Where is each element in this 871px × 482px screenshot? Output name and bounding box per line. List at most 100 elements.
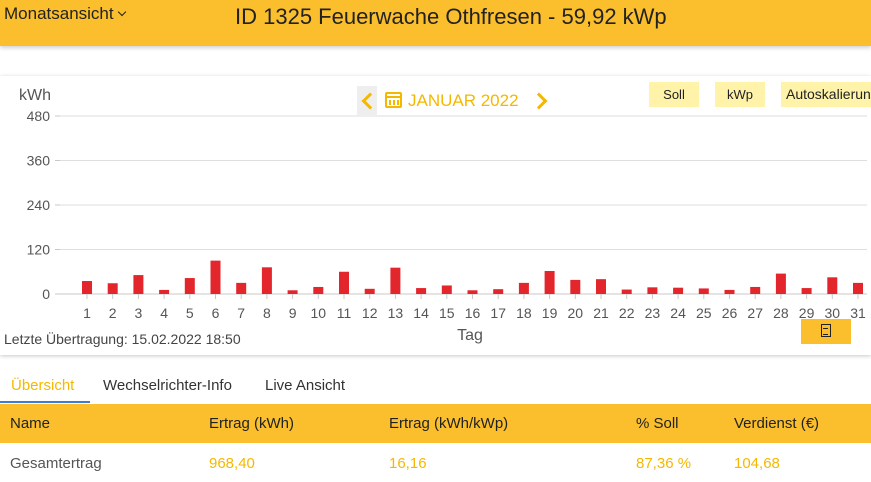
x-tick-label: 17	[490, 305, 506, 321]
x-tick-label: 1	[83, 305, 91, 321]
bar	[775, 273, 786, 294]
bar	[133, 275, 144, 294]
table-row: Gesamtertrag 968,40 16,16 87,36 % 104,68	[0, 443, 871, 482]
bar	[287, 290, 298, 294]
column-header: Ertrag (kWh)	[209, 415, 295, 432]
table-header: Name Ertrag (kWh) Ertrag (kWh/kWp) % Sol…	[0, 404, 871, 443]
top-bar: Monatsansicht ID 1325 Feuerwache Othfres…	[0, 0, 871, 46]
x-tick-label: 2	[109, 305, 117, 321]
month-label[interactable]: JANUAR 2022	[408, 91, 519, 110]
soll-button[interactable]: Soll	[649, 82, 699, 107]
autoscale-button[interactable]: Autoskalierung	[781, 82, 871, 107]
tab-overview[interactable]: Übersicht	[11, 377, 75, 394]
document-icon	[821, 324, 831, 337]
bar	[621, 289, 632, 294]
x-tick-label: 27	[747, 305, 763, 321]
x-tick-label: 29	[799, 305, 815, 321]
bar	[853, 282, 863, 294]
x-tick-label: 21	[593, 305, 609, 321]
x-tick-label: 13	[388, 305, 404, 321]
x-tick-label: 4	[160, 305, 168, 321]
bar	[210, 260, 221, 294]
bar	[467, 290, 478, 294]
last-transfer-status: Letzte Übertragung: 15.02.2022 18:50	[4, 331, 241, 347]
y-axis-label: kWh	[19, 87, 51, 104]
y-tick-label: 0	[42, 286, 50, 302]
table-cell: Gesamtertrag	[10, 455, 102, 472]
bar	[416, 288, 427, 294]
bar	[82, 281, 92, 294]
column-header: Verdienst (€)	[734, 415, 820, 432]
bar	[750, 286, 761, 294]
x-tick-label: 24	[670, 305, 686, 321]
bar	[596, 279, 606, 294]
table-cell: 968,40	[209, 455, 255, 472]
bar	[801, 288, 812, 294]
table-cell: 16,16	[389, 455, 427, 472]
bar	[236, 282, 247, 294]
x-tick-label: 9	[289, 305, 297, 321]
view-selector[interactable]: Monatsansicht	[4, 4, 126, 24]
bar	[390, 267, 401, 294]
bar	[364, 288, 375, 294]
export-button[interactable]	[801, 319, 851, 344]
x-tick-label: 20	[568, 305, 584, 321]
page-title: ID 1325 Feuerwache Othfresen - 59,92 kWp	[235, 4, 667, 29]
bar	[107, 283, 118, 294]
chart-card: 0 120 240 360 480 1 2 3 4 5 6 7 8 9 10 11 12 13 14 15 16 17 18…	[0, 76, 871, 355]
x-axis-label: Tag	[457, 327, 483, 344]
bar	[313, 286, 324, 294]
x-tick-label: 12	[362, 305, 378, 321]
column-header: % Soll	[636, 415, 679, 432]
calendar-icon[interactable]	[385, 92, 402, 108]
x-tick-label: 10	[311, 305, 327, 321]
chevron-left-icon[interactable]	[357, 86, 377, 116]
bar	[159, 289, 170, 294]
bar	[673, 287, 684, 294]
table-cell: 87,36 %	[636, 455, 692, 472]
x-tick-label: 25	[696, 305, 712, 321]
x-tick-label: 18	[516, 305, 532, 321]
x-tick-label: 19	[542, 305, 558, 321]
x-tick-label: 16	[465, 305, 481, 321]
x-tick-label: 14	[413, 305, 429, 321]
x-tick-label: 31	[850, 305, 866, 321]
bar	[544, 271, 555, 294]
y-tick-label: 240	[27, 197, 51, 213]
table-cell: 104,68	[734, 455, 780, 472]
chevron-down-icon	[117, 7, 126, 17]
x-tick-label: 11	[337, 305, 352, 321]
bar	[647, 287, 658, 294]
bar	[724, 289, 735, 294]
x-tick-label: 8	[263, 305, 271, 321]
x-tick-label: 5	[186, 305, 194, 321]
bar	[261, 267, 272, 294]
bar	[184, 278, 195, 294]
bar	[827, 277, 838, 294]
chevron-right-icon[interactable]	[532, 86, 552, 116]
bar	[493, 289, 504, 294]
y-tick-label: 120	[27, 242, 51, 258]
tab-bar: Übersicht Wechselrichter-Info Live Ansic…	[0, 368, 871, 404]
tab-live-view[interactable]: Live Ansicht	[265, 377, 346, 394]
x-tick-label: 15	[439, 305, 455, 321]
bar	[570, 279, 581, 294]
column-header: Name	[10, 415, 51, 432]
active-tab-indicator	[0, 401, 90, 403]
x-tick-label: 3	[135, 305, 143, 321]
y-tick-label: 480	[27, 108, 51, 124]
bar	[441, 285, 452, 294]
view-selector-label: Monatsansicht	[4, 4, 114, 23]
x-tick-label: 26	[722, 305, 738, 321]
summary-table: Name Ertrag (kWh) Ertrag (kWh/kWp) % Sol…	[0, 404, 871, 482]
y-tick-label: 360	[27, 153, 51, 169]
column-header: Ertrag (kWh/kWp)	[389, 415, 509, 432]
tab-inverter-info[interactable]: Wechselrichter-Info	[103, 377, 232, 394]
x-tick-label: 28	[773, 305, 789, 321]
bar	[339, 271, 349, 294]
x-tick-label: 23	[645, 305, 661, 321]
kwp-button[interactable]: kWp	[715, 82, 765, 107]
bar	[698, 288, 709, 294]
x-tick-label: 7	[237, 305, 245, 321]
